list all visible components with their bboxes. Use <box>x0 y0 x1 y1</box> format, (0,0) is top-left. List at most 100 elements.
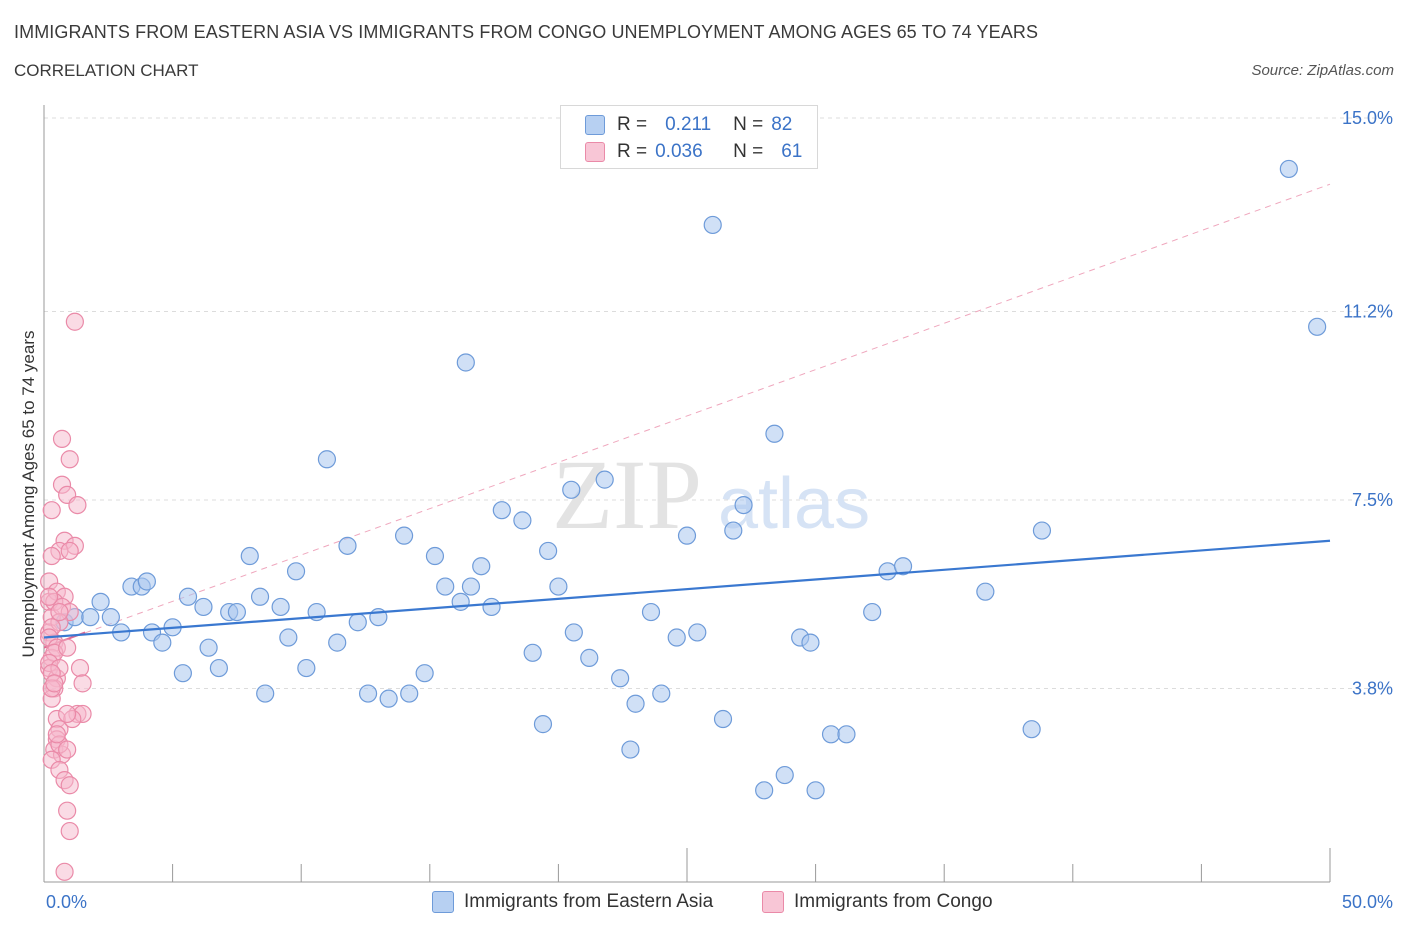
blue-points <box>55 159 1327 800</box>
y-axis-label: Unemployment Among Ages 65 to 74 years <box>19 331 38 658</box>
eastern-asia-point <box>1308 317 1327 336</box>
legend-label: Immigrants from Congo <box>794 891 993 912</box>
eastern-asia-trend-line <box>43 539 1331 639</box>
congo-point <box>47 725 66 744</box>
eastern-asia-point <box>734 495 753 515</box>
pink-swatch <box>585 142 605 162</box>
congo-point <box>70 658 90 678</box>
eastern-asia-point <box>1279 159 1298 179</box>
eastern-asia-point <box>667 628 686 647</box>
eastern-asia-point <box>317 450 337 469</box>
n-value: 61 <box>781 141 803 162</box>
congo-point <box>45 674 64 693</box>
pink-points <box>40 312 92 881</box>
congo-point <box>52 429 72 448</box>
congo-point <box>58 704 77 724</box>
eastern-asia-point <box>240 546 259 566</box>
congo-point <box>58 801 77 820</box>
watermark: ZIP atlas <box>552 439 870 550</box>
eastern-asia-point <box>513 511 532 530</box>
eastern-asia-point <box>271 597 290 617</box>
grid-lines <box>44 117 1390 689</box>
eastern-asia-point <box>1032 521 1052 540</box>
eastern-asia-point <box>137 572 156 591</box>
congo-point <box>50 602 69 622</box>
eastern-asia-point <box>539 541 558 561</box>
eastern-asia-point <box>703 215 722 235</box>
eastern-asia-point <box>1022 720 1041 739</box>
legend-item-congo[interactable]: Immigrants from Congo <box>762 890 993 914</box>
eastern-asia-point <box>821 725 841 744</box>
legend-pink-swatch <box>762 891 784 913</box>
eastern-asia-point <box>724 521 743 540</box>
eastern-asia-point <box>153 633 172 652</box>
eastern-asia-point <box>286 562 306 581</box>
axes <box>43 105 1331 883</box>
eastern-asia-point <box>523 643 542 662</box>
r-value: 0.211 <box>665 114 712 135</box>
eastern-asia-point <box>348 613 367 632</box>
eastern-asia-point <box>492 501 511 520</box>
congo-point <box>60 450 79 469</box>
pink-trend-group <box>43 183 1331 649</box>
eastern-asia-point <box>338 536 357 555</box>
eastern-asia-point <box>297 658 316 678</box>
x-tick-labels: 0.0% 50.0% <box>46 892 1393 912</box>
eastern-asia-point <box>472 557 491 576</box>
eastern-asia-point <box>677 526 697 545</box>
congo-point <box>42 546 61 566</box>
eastern-asia-point <box>461 577 481 596</box>
eastern-asia-point <box>801 633 820 652</box>
legend-label: Immigrants from Eastern Asia <box>464 891 714 912</box>
eastern-asia-point <box>400 684 419 703</box>
eastern-asia-point <box>652 684 671 703</box>
n-label: N = <box>733 114 764 135</box>
eastern-asia-point <box>564 623 583 642</box>
eastern-asia-point <box>178 587 198 606</box>
congo-point <box>55 862 74 881</box>
congo-point <box>60 821 79 841</box>
eastern-asia-point <box>227 602 246 622</box>
congo-point <box>58 638 77 657</box>
eastern-asia-point <box>533 715 553 734</box>
chart-subtitle: CORRELATION CHART <box>14 61 199 80</box>
congo-point <box>65 312 84 331</box>
eastern-asia-point <box>755 781 774 800</box>
eastern-asia-point <box>562 480 581 499</box>
eastern-asia-point <box>837 725 856 744</box>
pink-dashed-trend <box>43 183 1331 649</box>
eastern-asia-point <box>209 658 228 678</box>
chart-title: IMMIGRANTS FROM EASTERN ASIA VS IMMIGRAN… <box>14 22 1039 42</box>
eastern-asia-point <box>425 546 445 566</box>
eastern-asia-point <box>101 608 120 627</box>
eastern-asia-point <box>713 709 733 729</box>
eastern-asia-point <box>688 623 707 642</box>
eastern-asia-point <box>379 689 398 708</box>
eastern-asia-point <box>81 608 100 627</box>
legend-item-eastern-asia[interactable]: Immigrants from Eastern Asia <box>432 890 713 914</box>
eastern-asia-point <box>256 684 275 703</box>
blue-swatch <box>585 115 605 135</box>
congo-point <box>60 776 79 795</box>
eastern-asia-point <box>415 664 434 683</box>
y-tick-labels: 3.8% 7.5% 11.2% 15.0% <box>1342 108 1393 698</box>
eastern-asia-point <box>328 633 347 652</box>
eastern-asia-point <box>641 602 661 622</box>
r-label: R = <box>617 141 648 162</box>
source-label: Source: ZipAtlas.com <box>1251 62 1394 79</box>
eastern-asia-point <box>549 577 568 596</box>
congo-point <box>60 541 79 561</box>
eastern-asia-point <box>91 592 110 611</box>
eastern-asia-point <box>775 765 794 785</box>
eastern-asia-point <box>451 592 470 611</box>
eastern-asia-point <box>863 602 882 622</box>
n-label: N = <box>733 141 764 162</box>
congo-point <box>58 740 77 759</box>
eastern-asia-point <box>976 582 995 601</box>
blue-trend-group <box>43 539 1331 639</box>
eastern-asia-point <box>194 597 213 617</box>
eastern-asia-point <box>279 628 298 647</box>
eastern-asia-point <box>893 557 913 576</box>
x-tick-label: 50.0% <box>1342 892 1393 912</box>
eastern-asia-point <box>580 648 599 667</box>
